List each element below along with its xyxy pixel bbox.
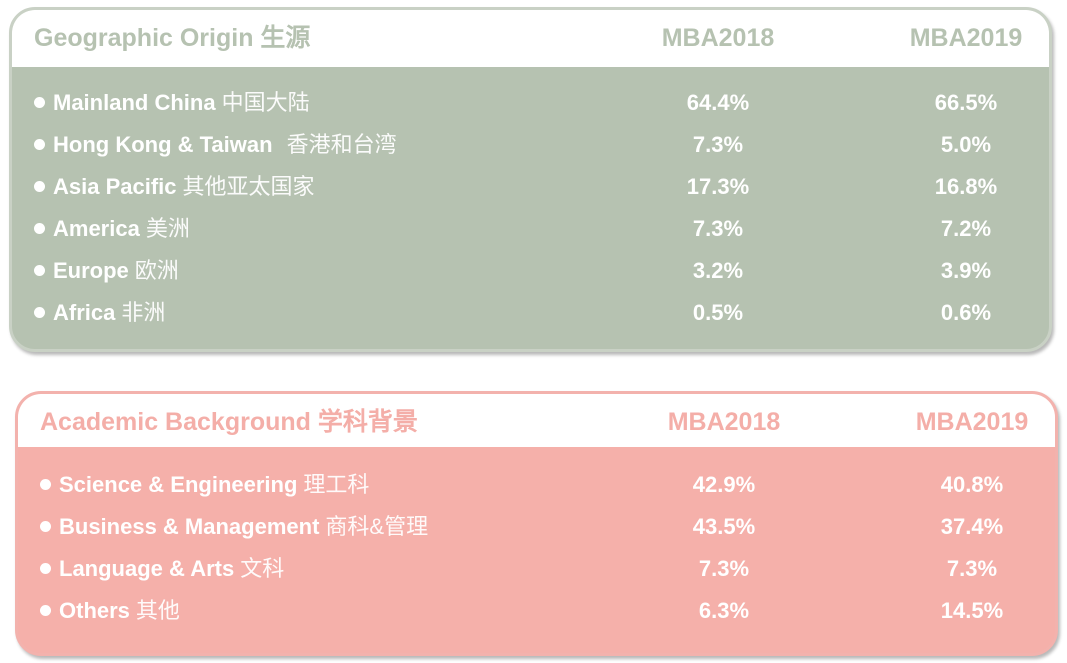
table-title: Geographic Origin 生源 xyxy=(34,24,311,52)
column-header-mba2018: MBA2018 xyxy=(661,24,775,52)
value-mba2019: 66.5% xyxy=(934,90,998,115)
row-label-en: Asia Pacific xyxy=(53,174,177,199)
bullet-icon xyxy=(34,306,45,318)
table-row: Asia Pacific 其他亚太国家 17.3% 16.8% xyxy=(12,166,1049,208)
column-header-mba2018: MBA2018 xyxy=(667,408,781,436)
row-label-zh: 香港和台湾 xyxy=(286,132,397,157)
row-label-zh: 美洲 xyxy=(145,216,190,241)
row-label-en: Europe xyxy=(53,258,129,283)
value-mba2018: 3.2% xyxy=(692,258,744,283)
row-label-en: Language & Arts xyxy=(59,556,235,581)
table-body: Mainland China 中国大陆 64.4% 66.5% Hong Kong… xyxy=(12,82,1049,334)
row-label-zh: 欧洲 xyxy=(134,258,179,283)
row-label-en: Hong Kong & Taiwan xyxy=(53,132,273,157)
row-label-en: Science & Engineering xyxy=(59,472,298,497)
row-label-en: Business & Management xyxy=(59,514,320,539)
row-label-zh: 文科 xyxy=(240,556,285,581)
value-mba2019: 14.5% xyxy=(940,598,1004,623)
geographic-origin-table: Geographic Origin 生源 MBA2018 MBA2019 Mai… xyxy=(9,7,1052,352)
table-row: Hong Kong & Taiwan 香港和台湾 7.3% 5.0% xyxy=(12,124,1049,166)
bullet-icon xyxy=(40,478,51,490)
bullet-icon xyxy=(34,96,45,108)
value-mba2018: 7.3% xyxy=(692,216,744,241)
value-mba2019: 7.2% xyxy=(940,216,992,241)
table-row: Mainland China 中国大陆 64.4% 66.5% xyxy=(12,82,1049,124)
bullet-icon xyxy=(40,604,51,616)
table-header: Academic Background 学科背景 MBA2018 MBA2019 xyxy=(18,394,1055,447)
value-mba2019: 3.9% xyxy=(940,258,992,283)
value-mba2018: 0.5% xyxy=(692,300,744,325)
table-row: Africa 非洲 0.5% 0.6% xyxy=(12,292,1049,334)
bullet-icon xyxy=(34,264,45,276)
value-mba2018: 7.3% xyxy=(692,132,744,157)
value-mba2018: 17.3% xyxy=(686,174,750,199)
table-row: Language & Arts 文科 7.3% 7.3% xyxy=(18,548,1055,590)
value-mba2019: 40.8% xyxy=(940,472,1004,497)
value-mba2018: 42.9% xyxy=(692,472,756,497)
academic-background-table: Academic Background 学科背景 MBA2018 MBA2019… xyxy=(15,391,1058,656)
bullet-icon xyxy=(34,222,45,234)
row-label-zh: 其他 xyxy=(135,598,180,623)
table-row: Others 其他 6.3% 14.5% xyxy=(18,590,1055,632)
value-mba2018: 6.3% xyxy=(698,598,750,623)
column-header-mba2019: MBA2019 xyxy=(909,24,1023,52)
bullet-icon xyxy=(40,562,51,574)
bullet-icon xyxy=(40,520,51,532)
table-title: Academic Background 学科背景 xyxy=(40,408,418,436)
row-label-zh: 理工科 xyxy=(303,472,370,497)
value-mba2018: 43.5% xyxy=(692,514,756,539)
row-label-zh: 中国大陆 xyxy=(221,90,310,115)
table-row: America 美洲 7.3% 7.2% xyxy=(12,208,1049,250)
row-label-zh: 商科&管理 xyxy=(325,514,429,539)
table-row: Business & Management 商科&管理 43.5% 37.4% xyxy=(18,506,1055,548)
value-mba2019: 37.4% xyxy=(940,514,1004,539)
value-mba2018: 7.3% xyxy=(698,556,750,581)
row-label-en: Africa xyxy=(53,300,116,325)
table-body: Science & Engineering 理工科 42.9% 40.8% Bus… xyxy=(18,464,1055,632)
value-mba2019: 0.6% xyxy=(940,300,992,325)
table-header: Geographic Origin 生源 MBA2018 MBA2019 xyxy=(12,10,1049,67)
row-label-zh: 非洲 xyxy=(121,300,166,325)
value-mba2019: 16.8% xyxy=(934,174,998,199)
row-label-en: Others xyxy=(59,598,130,623)
value-mba2019: 7.3% xyxy=(946,556,998,581)
row-label-en: America xyxy=(53,216,140,241)
row-label-en: Mainland China xyxy=(53,90,216,115)
table-row: Science & Engineering 理工科 42.9% 40.8% xyxy=(18,464,1055,506)
table-row: Europe 欧洲 3.2% 3.9% xyxy=(12,250,1049,292)
bullet-icon xyxy=(34,138,45,150)
value-mba2018: 64.4% xyxy=(686,90,750,115)
value-mba2019: 5.0% xyxy=(940,132,992,157)
column-header-mba2019: MBA2019 xyxy=(915,408,1029,436)
row-label-zh: 其他亚太国家 xyxy=(182,174,315,199)
bullet-icon xyxy=(34,180,45,192)
